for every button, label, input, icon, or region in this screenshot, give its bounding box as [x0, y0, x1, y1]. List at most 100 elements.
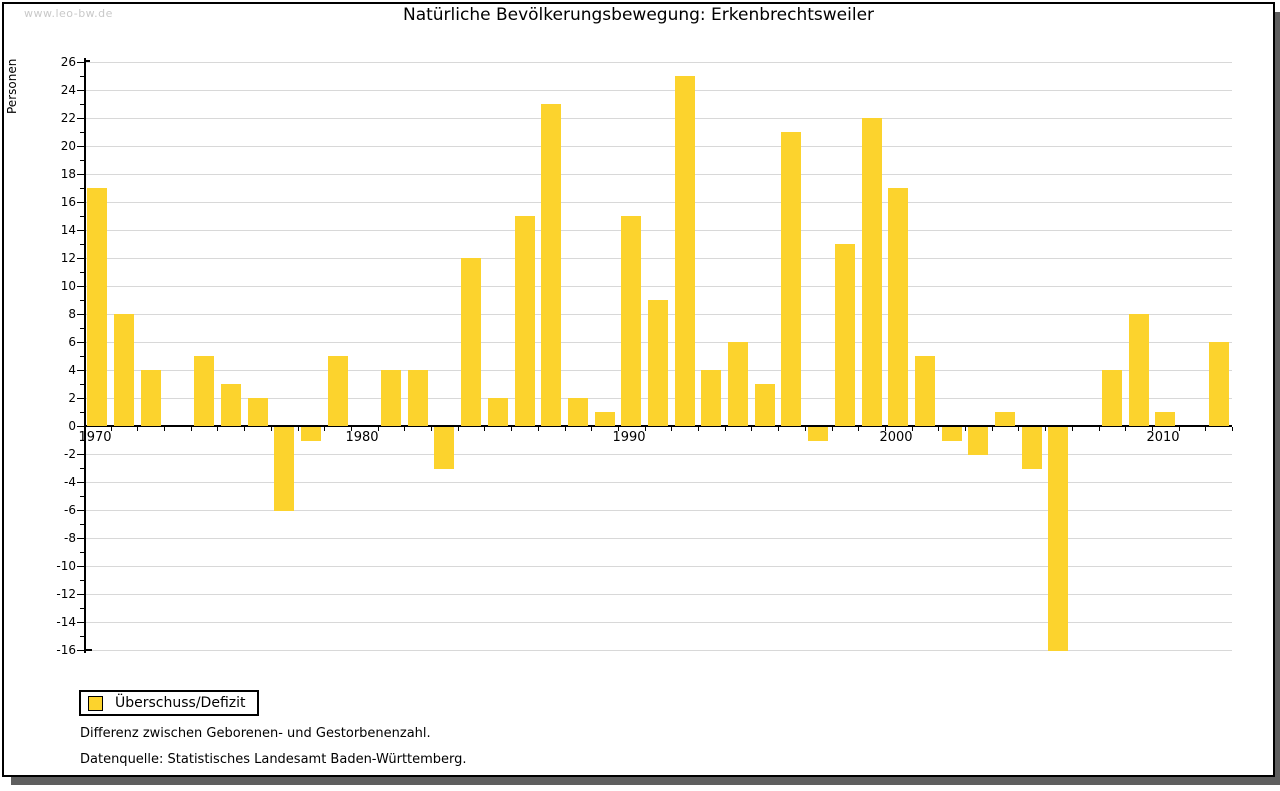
y-tick — [80, 524, 84, 525]
x-tick — [778, 427, 779, 431]
y-tick-label: 10 — [60, 279, 76, 293]
x-tick — [298, 427, 299, 431]
x-tick — [1232, 427, 1233, 431]
x-tick — [271, 427, 272, 431]
bar-1995 — [755, 384, 775, 426]
x-tick — [992, 427, 993, 431]
y-tick — [77, 118, 84, 119]
y-tick-label: -6 — [64, 503, 76, 517]
y-tick — [80, 580, 84, 581]
bar-1993 — [701, 370, 721, 426]
gridline — [84, 286, 1232, 287]
x-tick — [111, 427, 112, 431]
y-tick — [77, 566, 84, 567]
gridline — [84, 230, 1232, 231]
y-tick-label: 2 — [68, 391, 76, 405]
y-axis-line — [84, 58, 86, 653]
y-tick — [77, 370, 84, 371]
bar-1984 — [461, 258, 481, 426]
x-tick — [1018, 427, 1019, 431]
y-tick — [77, 286, 84, 287]
x-tick — [404, 427, 405, 431]
bar-1998 — [835, 244, 855, 426]
bar-1991 — [648, 300, 668, 426]
gridline — [84, 538, 1232, 539]
y-tick — [77, 202, 84, 203]
y-tick-label: 4 — [68, 363, 76, 377]
bar-2001 — [915, 356, 935, 426]
x-tick — [538, 427, 539, 431]
x-tick-label: 1980 — [345, 430, 379, 445]
bar-1974 — [194, 356, 214, 426]
bar-1979 — [328, 356, 348, 426]
y-axis-bottom-stub — [84, 649, 92, 651]
y-tick — [77, 314, 84, 315]
x-tick — [484, 427, 485, 431]
y-tick — [77, 594, 84, 595]
y-tick-label: 12 — [60, 251, 76, 265]
legend-label: Überschuss/Defizit — [115, 695, 246, 711]
y-tick — [77, 454, 84, 455]
y-tick — [80, 608, 84, 609]
bar-1976 — [248, 398, 268, 426]
x-tick — [137, 427, 138, 431]
y-tick — [77, 342, 84, 343]
gridline — [84, 62, 1232, 63]
y-tick-label: 0 — [68, 419, 76, 433]
x-tick — [458, 427, 459, 431]
gridline — [84, 566, 1232, 567]
y-tick-label: -2 — [64, 447, 76, 461]
gridline — [84, 594, 1232, 595]
bar-1983 — [434, 427, 454, 469]
x-tick — [805, 427, 806, 431]
bar-1986 — [515, 216, 535, 426]
y-axis-title: Personen — [5, 58, 19, 114]
chart-frame: www.leo-bw.de Natürliche Bevölkerungsbew… — [2, 2, 1275, 777]
x-tick — [191, 427, 192, 431]
gridline — [84, 174, 1232, 175]
gridline — [84, 622, 1232, 623]
bar-2005 — [1022, 427, 1042, 469]
x-tick — [1099, 427, 1100, 431]
footnote-definition: Differenz zwischen Geborenen- und Gestor… — [80, 726, 431, 741]
bar-2004 — [995, 412, 1015, 426]
x-tick — [164, 427, 165, 431]
bar-1992 — [675, 76, 695, 426]
bar-2008 — [1102, 370, 1122, 426]
x-tick — [725, 427, 726, 431]
y-tick — [80, 76, 84, 77]
bar-2003 — [968, 427, 988, 455]
bar-1971 — [114, 314, 134, 426]
y-tick — [80, 132, 84, 133]
x-tick — [84, 427, 85, 431]
gridline — [84, 510, 1232, 511]
x-tick — [751, 427, 752, 431]
y-tick — [77, 650, 84, 651]
y-tick — [77, 398, 84, 399]
y-tick — [80, 160, 84, 161]
y-tick-label: 20 — [60, 139, 76, 153]
y-tick — [77, 174, 84, 175]
plot-area: -16 -14 -12 -10 -8 -6 -4 -2 0 2 4 6 8 10 12 14 16 18 20 22 2… — [56, 55, 1233, 657]
y-tick — [77, 426, 84, 427]
x-tick — [511, 427, 512, 431]
x-tick — [1072, 427, 1073, 431]
gridline — [84, 118, 1232, 119]
x-tick — [858, 427, 859, 431]
gridline — [84, 202, 1232, 203]
bar-1990 — [621, 216, 641, 426]
x-tick — [217, 427, 218, 431]
gridline — [84, 258, 1232, 259]
legend-box: Überschuss/Defizit — [79, 690, 260, 716]
y-tick-label: -8 — [64, 531, 76, 545]
x-tick — [938, 427, 939, 431]
x-tick — [832, 427, 833, 431]
y-tick-label: -14 — [56, 615, 76, 629]
bar-1982 — [408, 370, 428, 426]
bar-1999 — [862, 118, 882, 426]
y-tick — [80, 300, 84, 301]
y-tick — [77, 538, 84, 539]
x-tick — [1125, 427, 1126, 431]
x-tick — [244, 427, 245, 431]
y-tick — [80, 328, 84, 329]
